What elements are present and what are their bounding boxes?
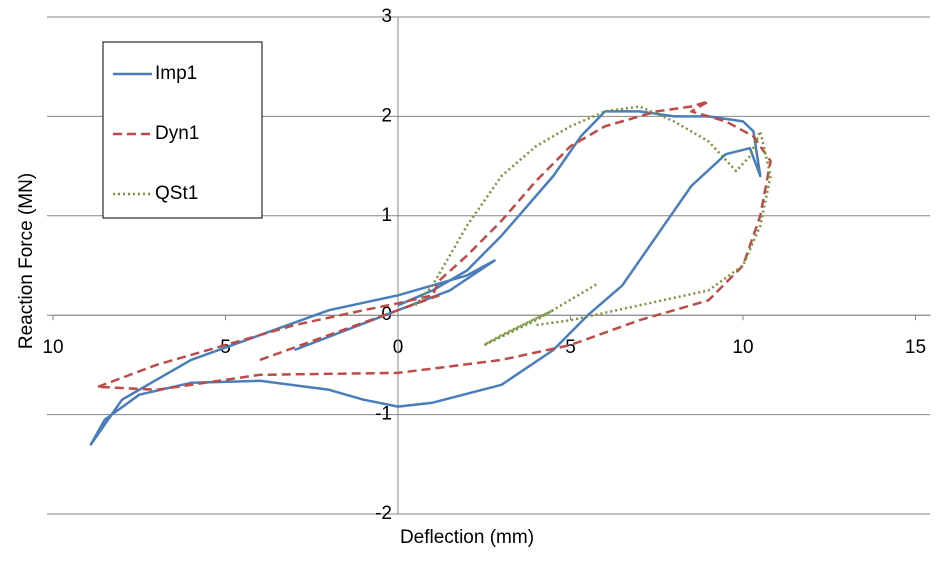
legend-box — [102, 41, 263, 219]
x-axis-title: Deflection (mm) — [400, 527, 534, 548]
y-tick-label: 1 — [381, 205, 392, 226]
y-axis-title: Reaction Force (MN) — [16, 173, 37, 349]
y-tick-label: -1 — [375, 404, 392, 425]
series-line — [97, 100, 772, 392]
series-line — [414, 105, 772, 347]
x-tick-label: 10 — [42, 337, 63, 358]
x-tick-label: 10 — [732, 337, 753, 358]
series-line — [89, 110, 762, 446]
y-tick-label: -2 — [375, 503, 392, 524]
x-tick-label: 15 — [905, 337, 926, 358]
y-tick-label: 3 — [381, 6, 392, 27]
legend-label: Dyn1 — [155, 123, 199, 144]
legend-label: QSt1 — [155, 183, 198, 204]
y-tick-label: 2 — [381, 105, 392, 126]
legend-label: Imp1 — [155, 63, 197, 84]
x-tick-label: 5 — [565, 337, 576, 358]
